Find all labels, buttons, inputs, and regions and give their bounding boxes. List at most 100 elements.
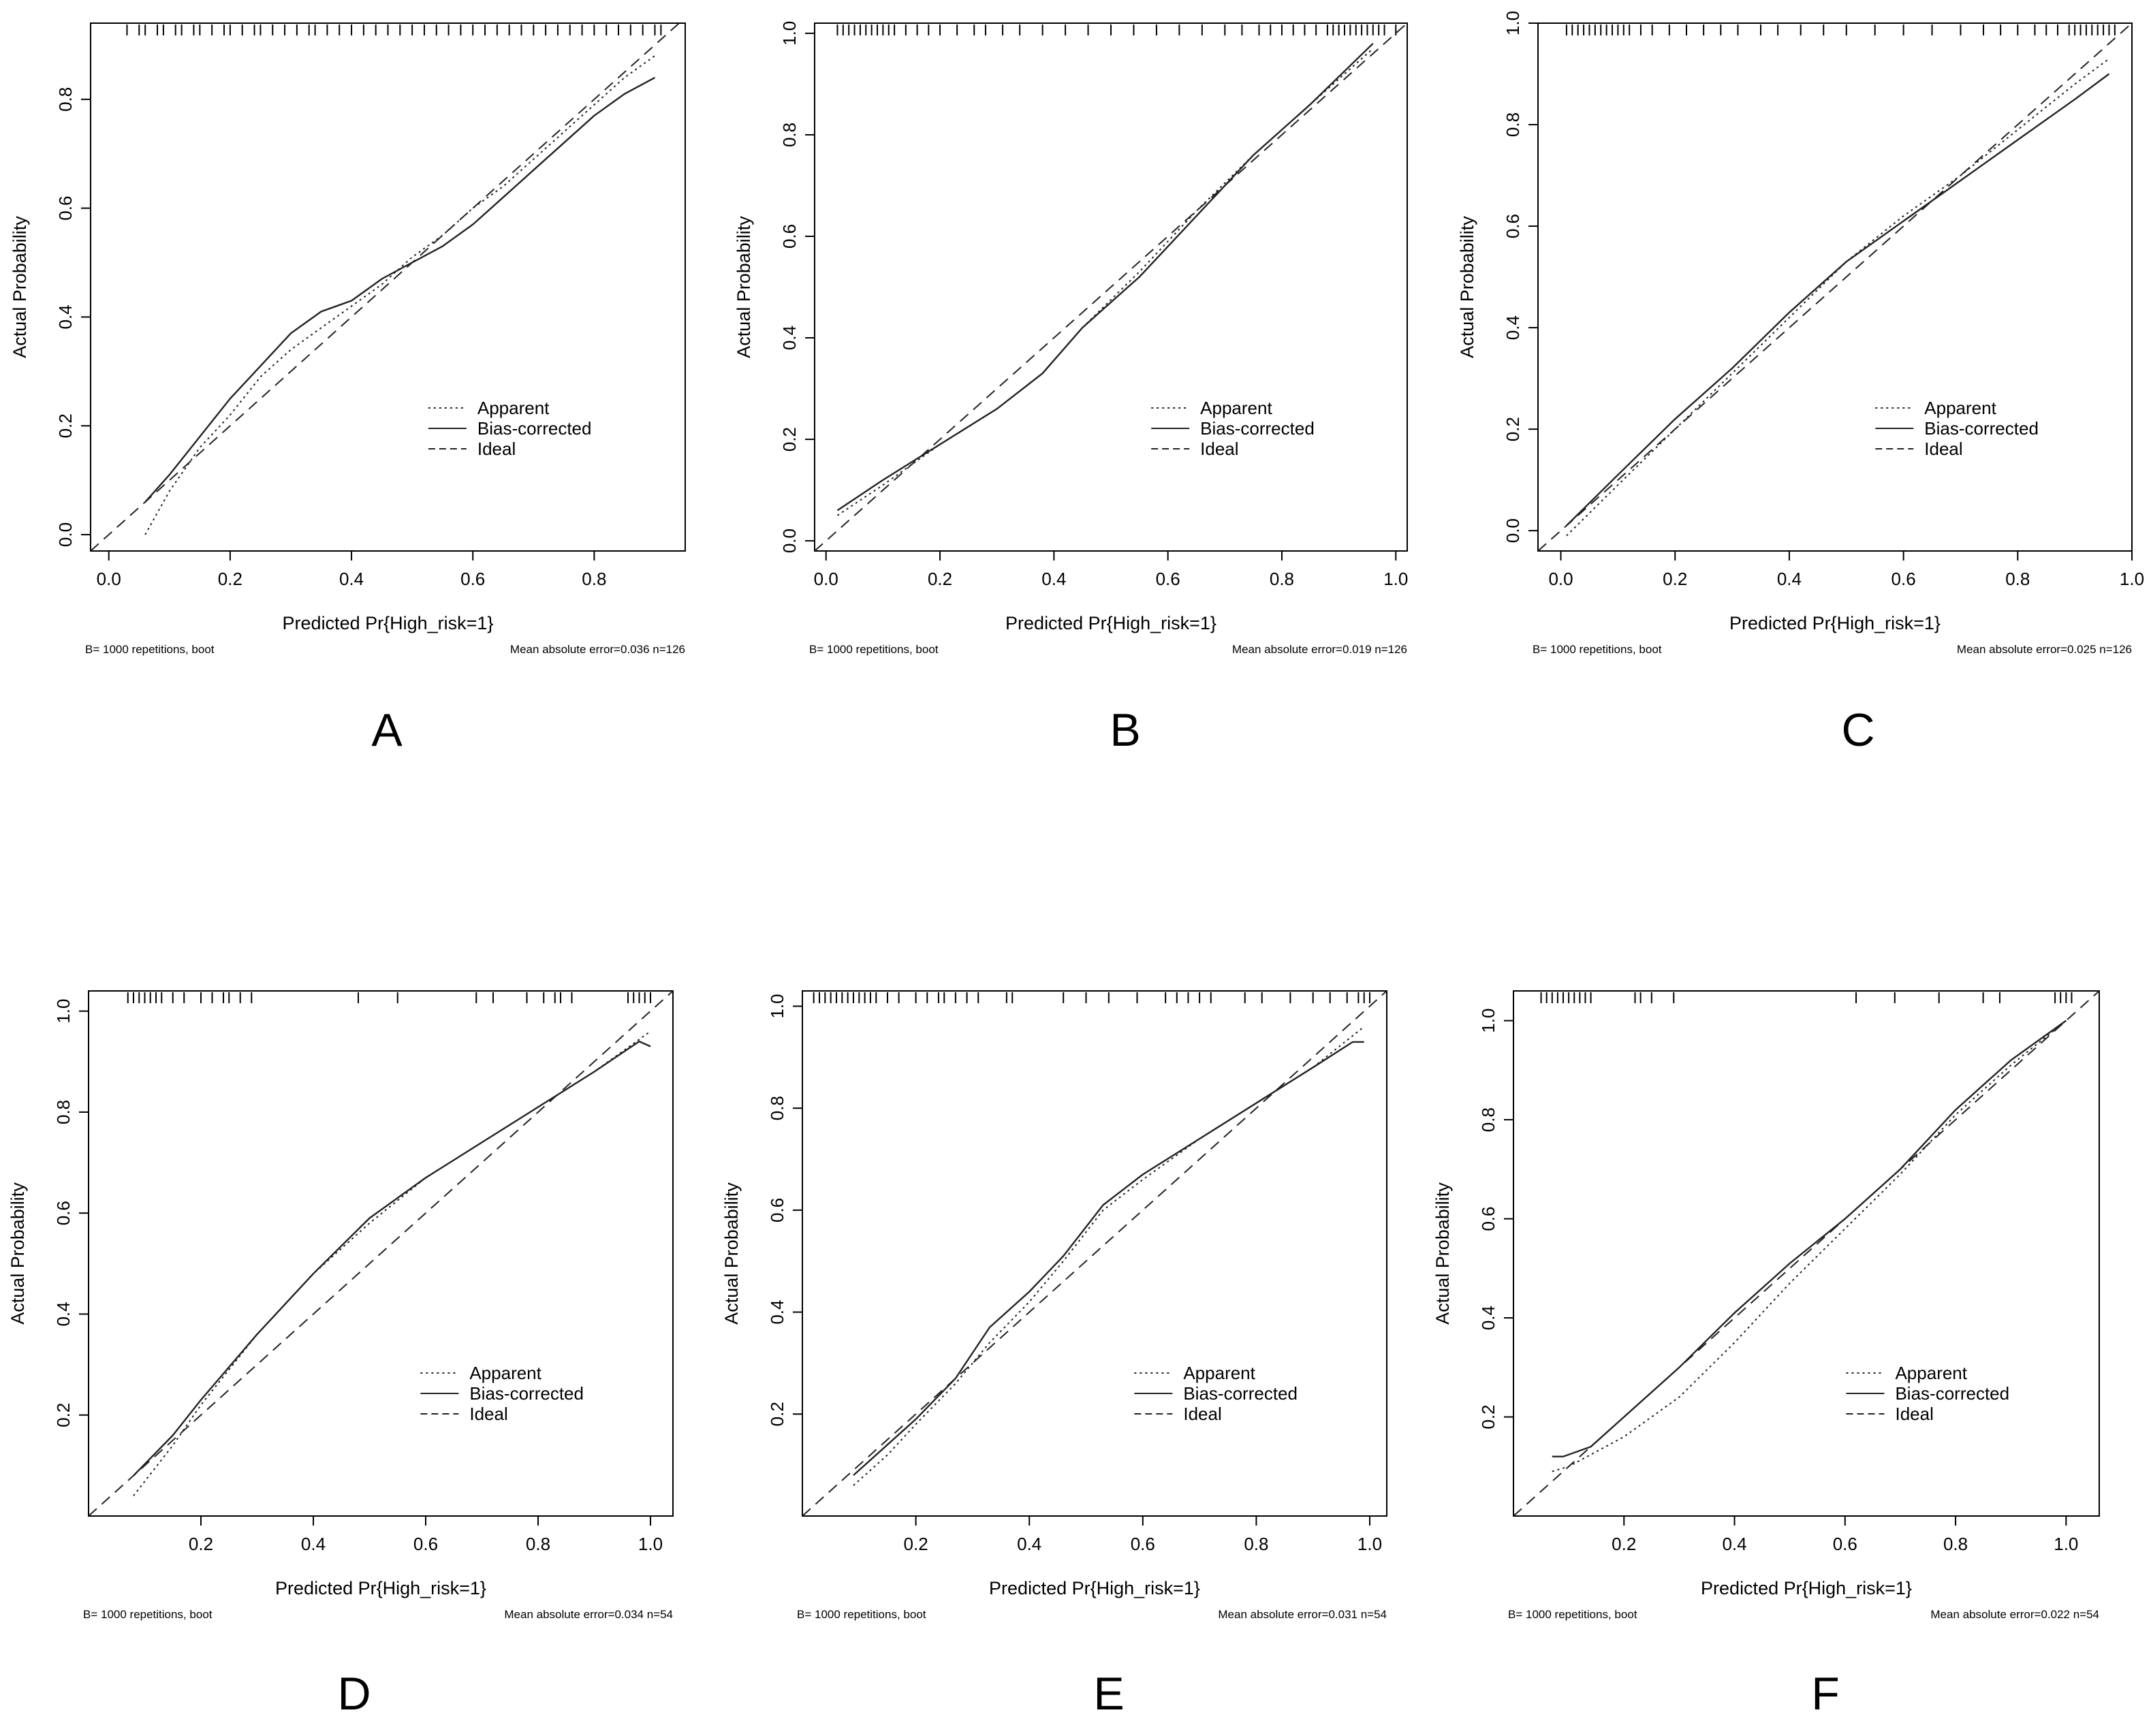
x-tick-label: 0.8 [2005,569,2030,589]
legend-label: Bias-corrected [1200,418,1315,439]
legend-label: Apparent [477,398,550,418]
x-tick-label: 0.4 [1777,569,1802,589]
calibration-plot-b: 0.0 0.2 0.4 0.6 0.8 1.0 0.0 0.2 0.4 0.6 0.8 1.0 Pred… [734,21,1408,756]
y-tick-label: 0.0 [1503,518,1523,543]
x-tick-label: 1.0 [1357,1534,1382,1554]
x-tick-label: 0.4 [301,1534,326,1554]
series-bias-corrected [836,42,1374,511]
panel-label: E [1093,1668,1124,1720]
legend-label: Bias-corrected [1895,1383,2009,1404]
y-axis-title: Actual Probability [10,216,30,358]
legend-label: Bias-corrected [477,418,592,439]
y-tick-label: 0.8 [1478,1107,1498,1132]
y-tick-label: 0.6 [779,224,800,249]
x-tick-label: 0.2 [928,569,952,589]
footer-mae: Mean absolute error=0.036 n=126 [510,643,685,656]
y-tick-label: 0.2 [1503,417,1523,441]
y-tick-label: 0.8 [1503,112,1523,137]
y-tick-label: 0.4 [779,326,800,350]
series-ideal [1513,991,2099,1516]
x-tick-label: 0.2 [904,1534,928,1554]
y-tick-label: 0.4 [767,1300,787,1325]
y-tick-label: 1.0 [1503,11,1523,35]
y-tick-label: 1.0 [779,21,800,46]
y-tick-label: 0.8 [767,1096,787,1120]
legend-label: Apparent [1200,398,1272,418]
series-bias-corrected [1552,1020,2067,1457]
legend-label: Ideal [1183,1404,1221,1424]
x-tick-label: 0.4 [1017,1534,1041,1554]
legend-label: Ideal [1200,439,1238,459]
y-tick-label: 0.4 [53,1301,74,1326]
x-tick-label: 0.4 [1722,1534,1746,1554]
y-tick-label: 0.6 [1503,214,1523,238]
x-tick-label: 0.8 [526,1534,550,1554]
y-tick-label: 0.2 [779,427,800,452]
panel-label: A [371,704,403,756]
panel-label: F [1811,1668,1840,1720]
calibration-plot-c: 0.0 0.2 0.4 0.6 0.8 1.0 0.0 0.2 0.4 0.6 0.8 1.0 Pred… [1457,11,2144,756]
plot-frame [1513,990,2100,1517]
series-apparent [133,1030,651,1496]
series-ideal [815,23,1407,551]
x-tick-label: 0.6 [413,1534,438,1554]
y-tick-label: 0.2 [1478,1404,1498,1429]
series-ideal [91,23,680,551]
plot-frame [1537,22,2133,552]
x-axis-title: Predicted Pr{High_risk=1} [283,613,494,633]
footer-repetitions: B= 1000 repetitions, boot [85,643,215,656]
series-bias-corrected [853,1041,1364,1476]
legend-label: Apparent [1895,1363,1967,1383]
series-apparent [1566,58,2110,537]
series-ideal [802,991,1387,1516]
y-tick-label: 0.0 [779,528,800,553]
legend-label: Ideal [1895,1404,1933,1424]
footer-repetitions: B= 1000 repetitions, boot [1508,1608,1637,1621]
y-tick-label: 0.6 [55,196,76,221]
legend-label: Ideal [477,439,516,459]
y-tick-label: 1.0 [1478,1009,1498,1033]
y-tick-label: 0.2 [55,413,76,438]
y-tick-label: 0.6 [53,1201,74,1225]
x-tick-label: 0.6 [1131,1534,1155,1554]
series-apparent [853,1026,1365,1486]
y-tick-label: 1.0 [767,994,787,1018]
y-tick-label: 0.6 [1478,1207,1498,1231]
series-ideal [89,991,673,1516]
x-tick-label: 1.0 [638,1534,663,1554]
plot-frame [802,990,1387,1517]
x-tick-label: 0.0 [97,569,121,589]
x-tick-label: 0.6 [1156,569,1180,589]
calibration-plot-a: 0.0 0.2 0.4 0.6 0.8 0.0 0.2 0.4 0.6 0.8 Predicted … [10,22,686,756]
footer-mae: Mean absolute error=0.034 n=54 [504,1608,673,1621]
y-tick-label: 0.8 [779,123,800,147]
y-tick-label: 0.8 [53,1100,74,1124]
calibration-plot-f: 0.2 0.4 0.6 0.8 1.0 0.2 0.4 0.6 0.8 1.0 Predicted … [1432,990,2100,1720]
x-axis-title: Predicted Pr{High_risk=1} [1729,613,1941,633]
panel-label: B [1110,704,1140,756]
y-tick-label: 0.4 [55,304,76,329]
x-tick-label: 1.0 [1383,569,1408,589]
y-tick-label: 0.0 [55,522,76,547]
x-tick-label: 0.0 [1548,569,1573,589]
legend-label: Bias-corrected [1924,418,2039,439]
y-axis-title: Actual Probability [734,216,754,358]
x-tick-label: 0.8 [1943,1534,1968,1554]
x-axis-title: Predicted Pr{High_risk=1} [1005,613,1216,633]
series-bias-corrected [133,1040,651,1477]
plot-frame [814,22,1408,552]
y-tick-label: 0.6 [767,1198,787,1222]
x-tick-label: 0.6 [460,569,485,589]
x-axis-title: Predicted Pr{High_risk=1} [1701,1578,1912,1598]
footer-mae: Mean absolute error=0.025 n=126 [1957,643,2132,656]
calibration-plot-d: 0.2 0.4 0.6 0.8 1.0 0.2 0.4 0.6 0.8 1.0 Predicted … [7,990,674,1720]
legend-label: Ideal [469,1404,507,1424]
y-axis-title: Actual Probability [1457,216,1477,358]
legend-label: Bias-corrected [1183,1383,1298,1404]
x-axis-title: Predicted Pr{High_risk=1} [275,1578,486,1598]
y-tick-label: 0.4 [1503,315,1523,340]
panel-label: C [1841,704,1874,756]
series-bias-corrected [1566,73,2110,526]
legend-label: Apparent [469,1363,541,1383]
